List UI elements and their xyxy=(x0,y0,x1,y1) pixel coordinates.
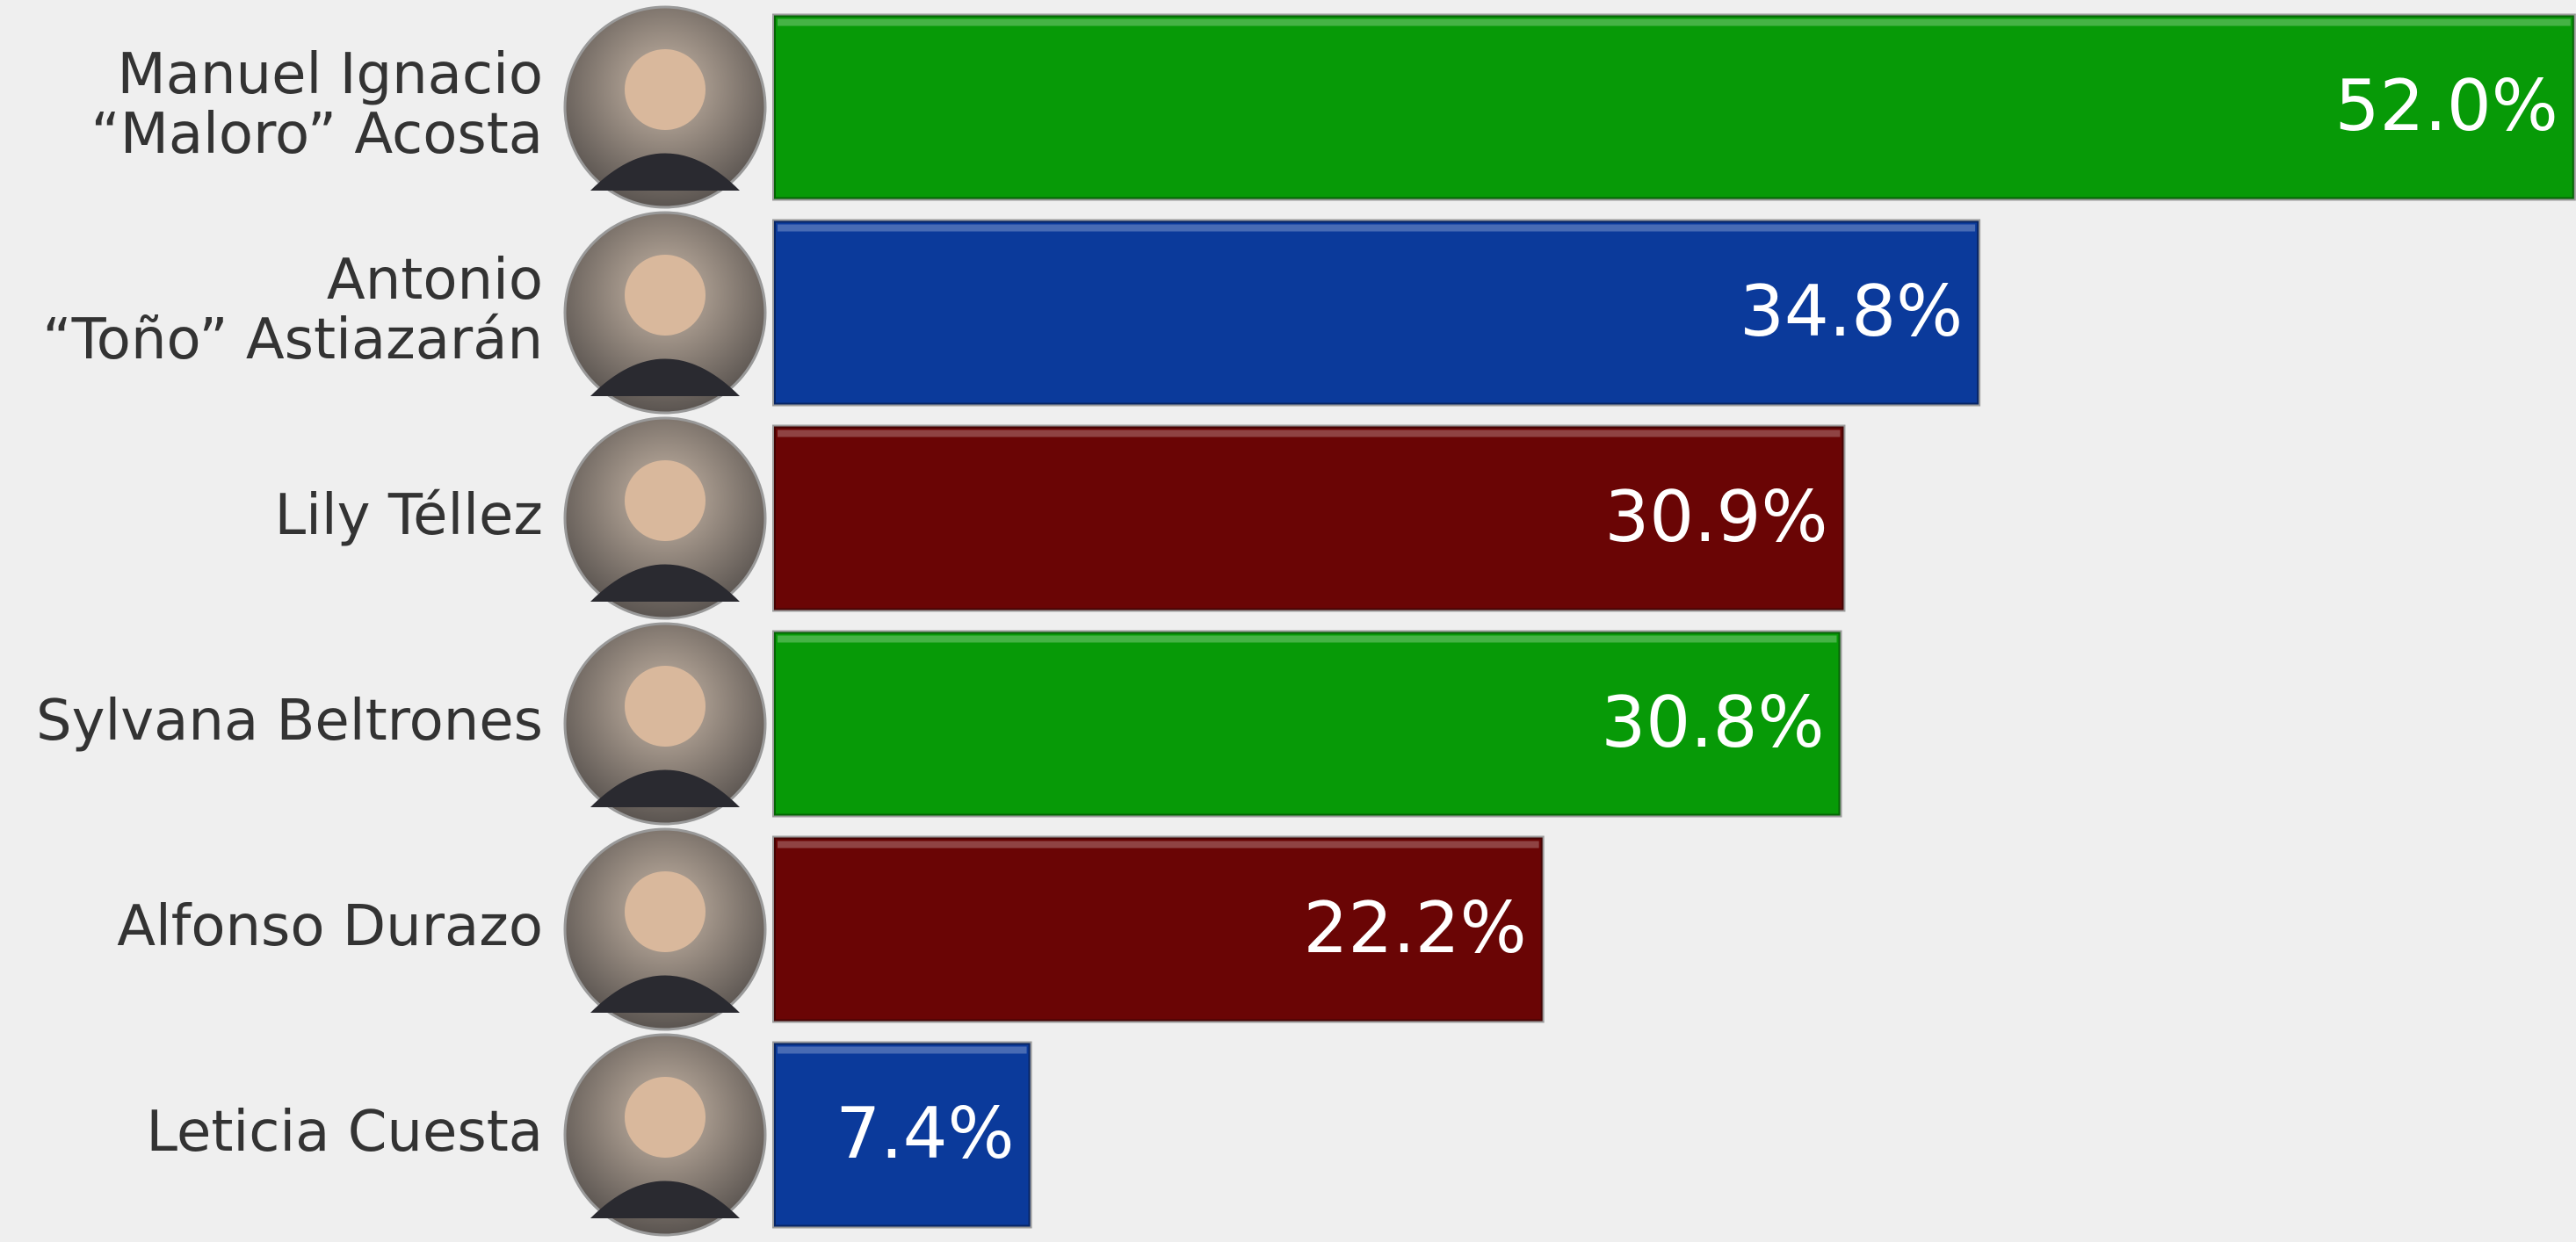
category-label: Antonio“Toño” Astiazarán xyxy=(42,248,543,372)
value-label: 22.2% xyxy=(1304,887,1527,969)
photo-head xyxy=(625,666,706,747)
value-label: 30.8% xyxy=(1601,682,1824,763)
photo-head xyxy=(625,460,706,541)
category-label: Leticia Cuesta xyxy=(146,1100,543,1165)
photo-head xyxy=(625,871,706,952)
value-label: 7.4% xyxy=(836,1093,1014,1174)
category-label: Sylvana Beltrones xyxy=(36,689,543,754)
photo-head xyxy=(625,1077,706,1158)
value-label: 30.9% xyxy=(1604,476,1827,558)
label-line: Manuel Ignacio xyxy=(118,42,543,107)
category-label: Alfonso Durazo xyxy=(117,894,543,959)
bar-highlight xyxy=(778,225,1975,232)
bar-highlight xyxy=(778,19,2571,26)
label-line: Sylvana Beltrones xyxy=(36,689,543,754)
label-line: Leticia Cuesta xyxy=(146,1100,543,1165)
bar-highlight xyxy=(778,636,1837,643)
value-label: 34.8% xyxy=(1740,271,1963,352)
label-line: Antonio xyxy=(327,248,543,313)
label-line: Alfonso Durazo xyxy=(117,894,543,959)
bar-highlight xyxy=(778,430,1840,437)
category-label: Manuel Ignacio“Maloro” Acosta xyxy=(91,42,543,167)
photo-head xyxy=(625,49,706,130)
page: Manuel Ignacio“Maloro” Acosta 52.0% Antoni… xyxy=(0,0,2576,1242)
category-label: Lily Téllez xyxy=(274,483,543,548)
bar-highlight xyxy=(778,841,1539,848)
chart: Manuel Ignacio“Maloro” Acosta 52.0% Antoni… xyxy=(0,0,2576,1242)
bar-highlight xyxy=(778,1047,1027,1054)
label-line: “Maloro” Acosta xyxy=(91,102,543,167)
photo-head xyxy=(625,255,706,336)
value-label: 52.0% xyxy=(2335,65,2558,147)
label-line: Lily Téllez xyxy=(274,483,543,548)
bar xyxy=(774,16,2574,199)
label-line: “Toño” Astiazarán xyxy=(42,307,543,372)
